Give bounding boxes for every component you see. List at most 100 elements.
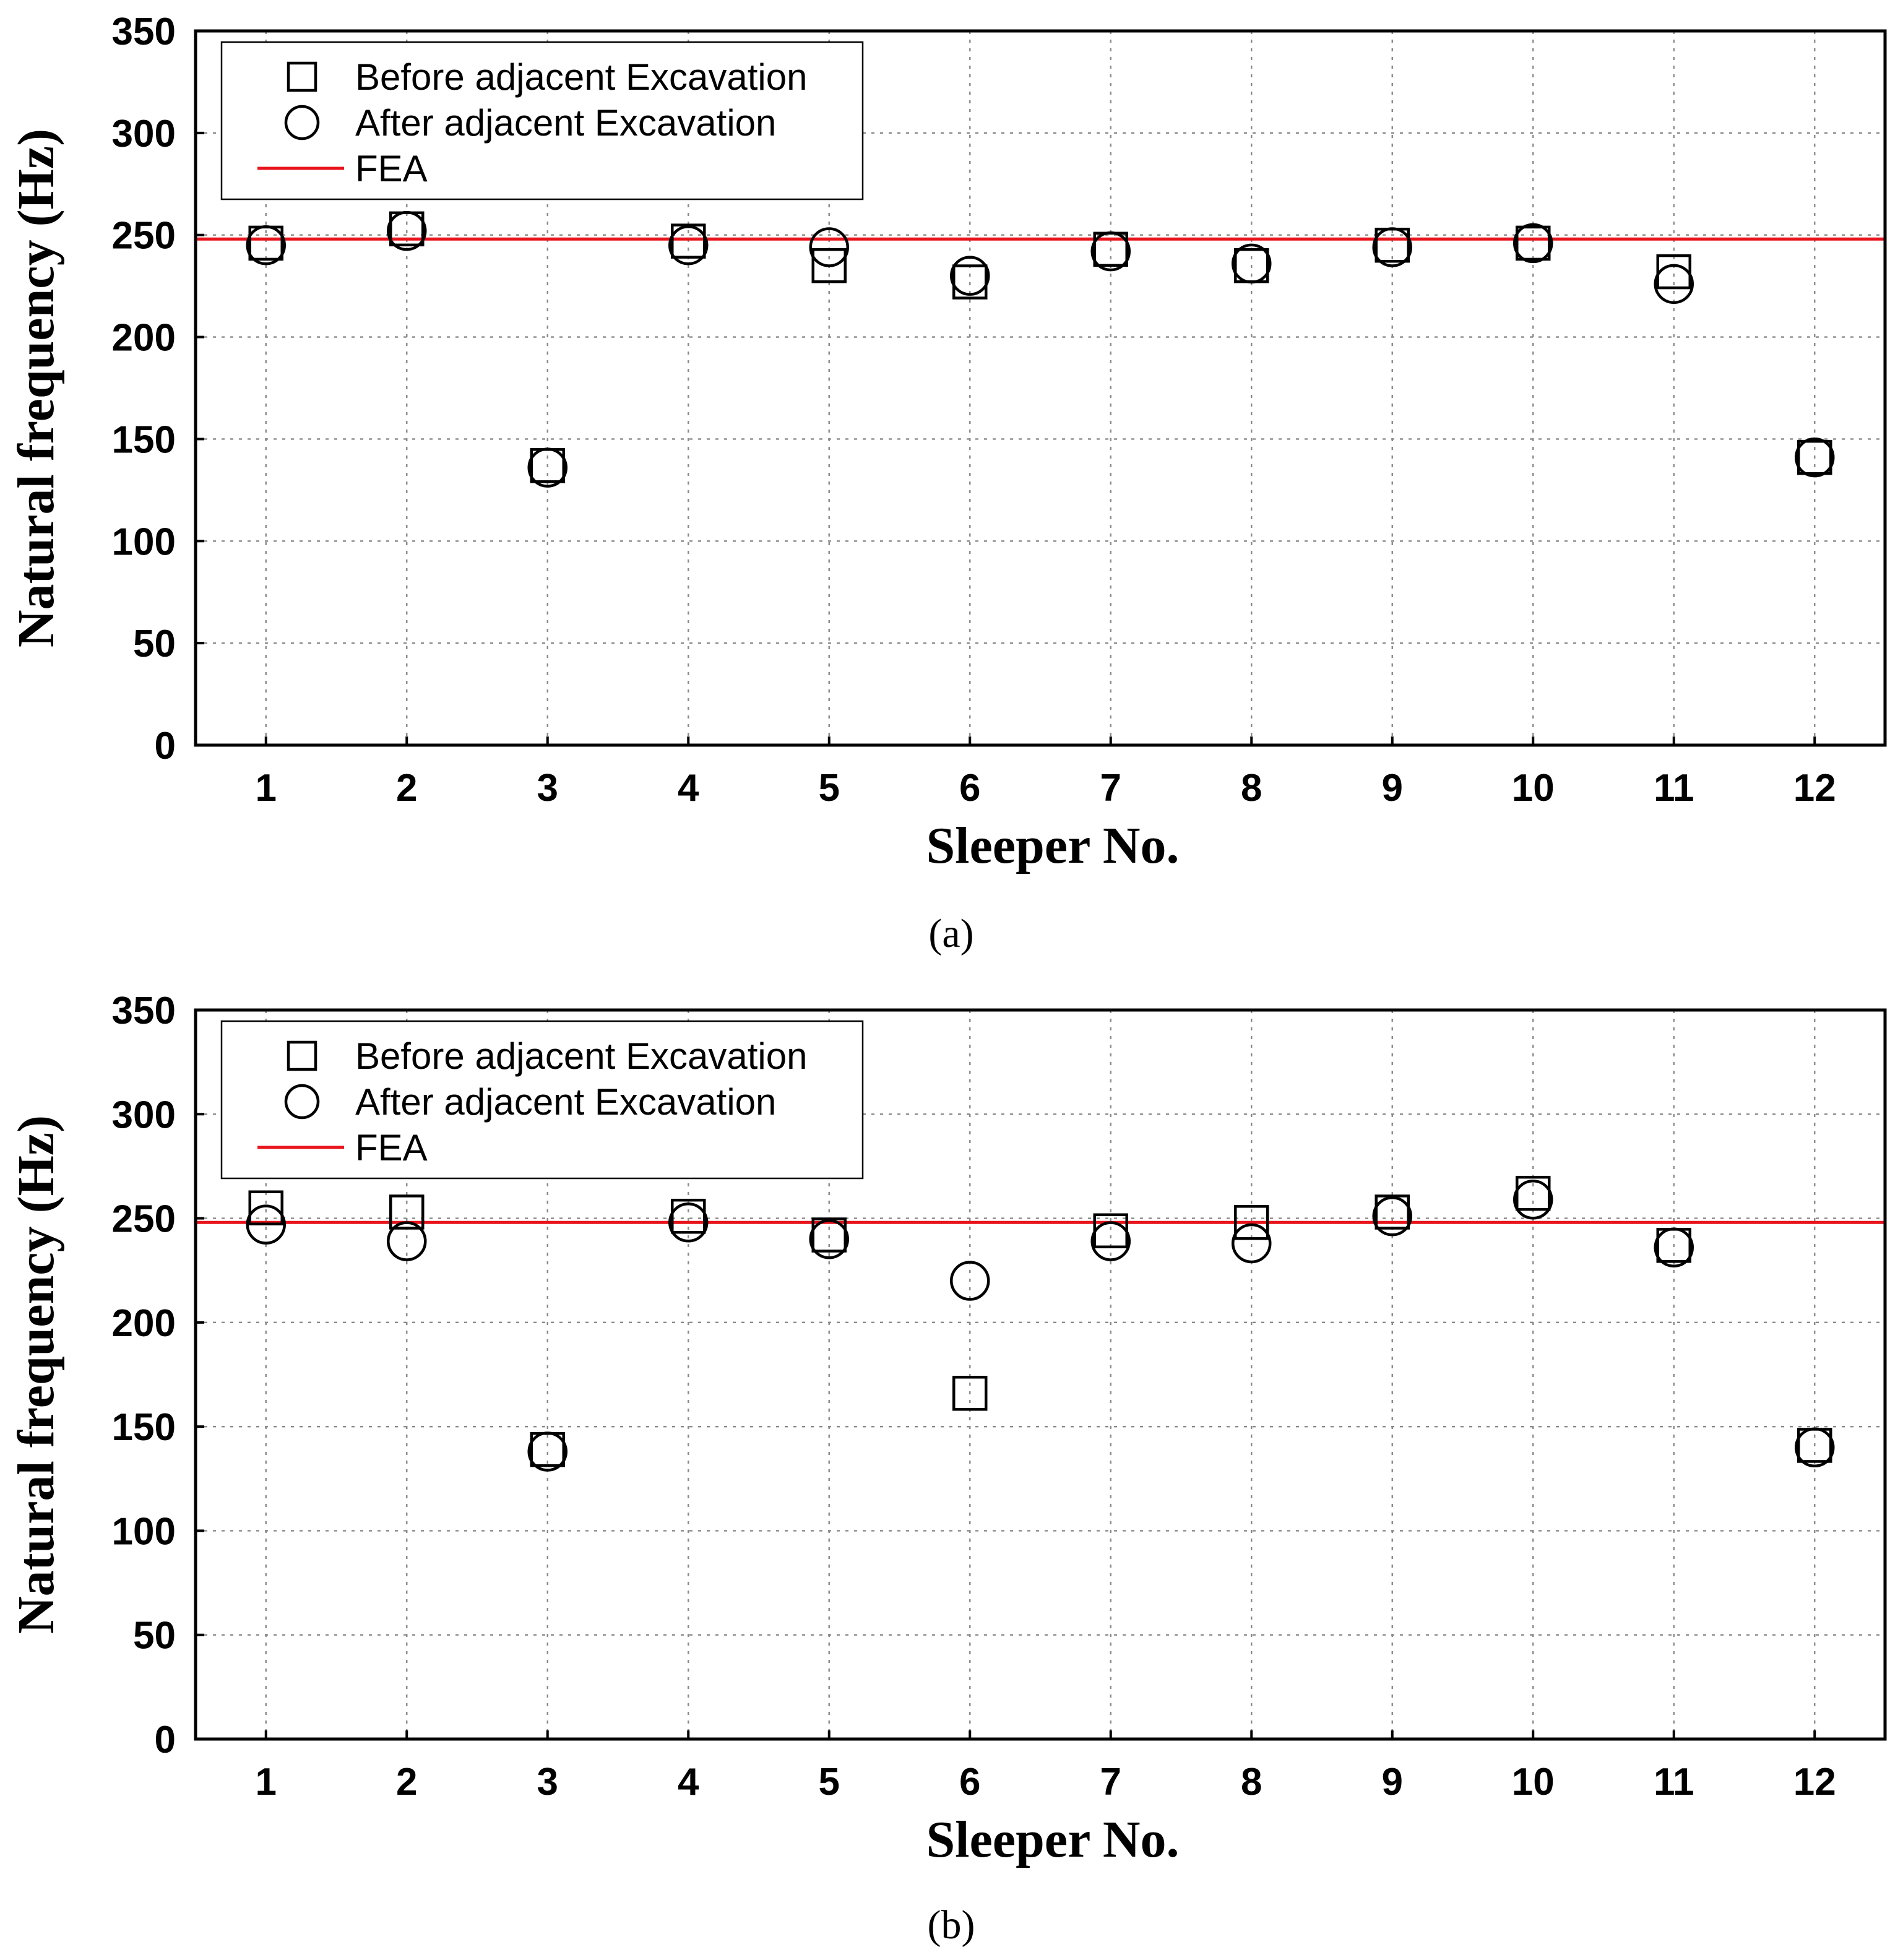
y-tick-label: 300	[112, 113, 176, 155]
x-tick-label: 12	[1793, 767, 1836, 809]
before-point	[248, 1190, 283, 1225]
x-axis-title: Sleeper No.	[926, 1811, 1179, 1868]
x-tick-label: 6	[959, 1761, 980, 1803]
before-point	[952, 264, 988, 300]
before-point	[1234, 1205, 1269, 1240]
panel-caption: (a)	[928, 911, 973, 956]
legend-label-after: After adjacent Excavation	[355, 102, 776, 144]
after-point	[1795, 437, 1835, 478]
plot-frame	[194, 29, 1887, 747]
before-point	[811, 248, 847, 283]
y-tick-label: 100	[112, 1510, 176, 1553]
after-point	[246, 225, 286, 266]
legend-label-fea: FEA	[355, 1127, 428, 1168]
before-point	[952, 1376, 988, 1411]
legend-circle-symbol	[284, 105, 320, 140]
panel-caption: (b)	[928, 1902, 975, 1948]
y-tick-label: 0	[155, 1719, 176, 1761]
after-point	[1232, 243, 1272, 284]
after-point	[1090, 231, 1131, 272]
y-tick-label: 100	[112, 520, 176, 563]
legend-square-symbol	[287, 1040, 317, 1071]
x-tick-label: 3	[537, 767, 558, 809]
y-tick-label: 250	[112, 1198, 176, 1241]
x-tick-label: 2	[396, 1761, 417, 1803]
series-after	[246, 1180, 1835, 1472]
x-tick-label: 1	[256, 767, 277, 809]
after-point	[950, 1261, 990, 1301]
x-tick-label: 12	[1793, 1761, 1836, 1803]
grid	[196, 31, 1885, 745]
x-tick-label: 8	[1241, 767, 1262, 809]
after-point	[1090, 1221, 1131, 1261]
x-tick-label: 5	[819, 1761, 840, 1803]
x-tick-label: 11	[1654, 1761, 1694, 1803]
y-tick-label: 250	[112, 215, 176, 257]
y-axis-title: Natural frequency (Hz)	[7, 129, 65, 647]
before-point	[1797, 439, 1832, 475]
before-point	[1656, 254, 1691, 290]
x-tick-label: 5	[819, 767, 840, 809]
before-point	[671, 223, 706, 259]
y-tick-label: 350	[112, 990, 176, 1032]
x-tick-label: 2	[396, 767, 417, 809]
x-tick-label: 1	[256, 1761, 277, 1803]
after-point	[950, 256, 990, 296]
plot-frame	[194, 1008, 1887, 1741]
legend-square-symbol	[287, 61, 317, 92]
before-point	[1516, 225, 1551, 261]
y-tick-label: 200	[112, 1302, 176, 1345]
after-point	[1795, 1427, 1835, 1468]
legend-box	[220, 1020, 864, 1180]
y-tick-label: 350	[112, 11, 176, 53]
y-tick-label: 0	[155, 725, 176, 767]
y-tick-label: 200	[112, 317, 176, 360]
y-tick-label: 50	[133, 623, 176, 665]
y-axis-title: Natural frequency (Hz)	[7, 1115, 65, 1634]
legend-box	[220, 41, 864, 201]
legend-label-before: Before adjacent Excavation	[355, 1035, 807, 1077]
y-tick-label: 150	[112, 1406, 176, 1449]
y-tick-label: 50	[133, 1615, 176, 1657]
y-tick-label: 300	[112, 1094, 176, 1136]
legend-label-fea: FEA	[355, 148, 428, 189]
after-point	[1654, 264, 1694, 304]
series-after	[246, 210, 1835, 488]
x-tick-label: 7	[1100, 767, 1121, 809]
after-point	[1372, 227, 1412, 267]
after-point	[1654, 1227, 1694, 1267]
after-point	[527, 447, 567, 488]
before-point	[389, 1194, 425, 1230]
x-tick-label: 6	[959, 767, 980, 809]
x-tick-label: 11	[1654, 767, 1694, 809]
x-axis-title: Sleeper No.	[926, 817, 1179, 874]
x-tick-label: 9	[1382, 767, 1403, 809]
after-point	[527, 1431, 567, 1472]
x-tick-label: 7	[1100, 1761, 1121, 1803]
before-point	[811, 1217, 847, 1253]
after-point	[809, 1219, 849, 1259]
after-point	[809, 227, 849, 267]
series-before	[248, 1175, 1832, 1467]
before-point	[1374, 1194, 1410, 1230]
legend-label-before: Before adjacent Excavation	[355, 56, 807, 98]
after-point	[1513, 223, 1553, 264]
x-tick-label: 4	[678, 1761, 699, 1803]
after-point	[387, 210, 427, 251]
y-tick-label: 150	[112, 418, 176, 461]
after-point	[1372, 1196, 1412, 1237]
x-tick-label: 8	[1241, 1761, 1262, 1803]
series-before	[248, 211, 1832, 483]
legend-label-after: After adjacent Excavation	[355, 1081, 776, 1123]
after-point	[387, 1221, 427, 1261]
x-tick-label: 3	[537, 1761, 558, 1803]
x-tick-label: 9	[1382, 1761, 1403, 1803]
after-point	[246, 1204, 286, 1245]
after-point	[1513, 1180, 1553, 1220]
after-point	[1232, 1223, 1272, 1264]
